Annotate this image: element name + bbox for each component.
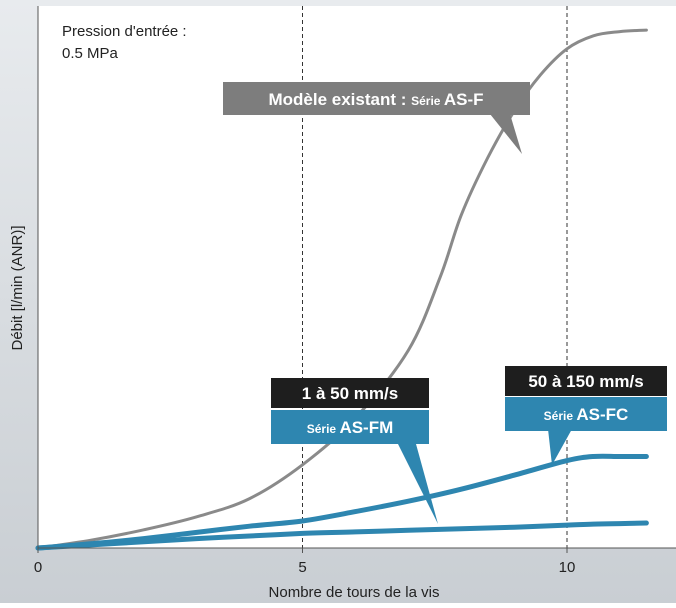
pressure-annotation-line1: Pression d'entrée : bbox=[62, 23, 187, 40]
x-tick-label-10: 10 bbox=[559, 559, 576, 576]
series-as-fm-line bbox=[35, 520, 649, 551]
callout-as-fm-header-text: 1 à 50 mm/s bbox=[302, 384, 398, 403]
callout-as-fc-box bbox=[505, 397, 667, 431]
x-axis-label: Nombre de tours de la vis bbox=[269, 584, 440, 601]
callout-as-fm: 1 à 50 mm/s Série AS-FM bbox=[271, 378, 438, 524]
callout-as-f-small: Série bbox=[411, 94, 444, 108]
callout-as-fc-text: Série AS-FC bbox=[544, 405, 629, 424]
reference-lines bbox=[302, 6, 568, 548]
callout-as-fm-small: Série bbox=[307, 422, 340, 436]
x-tick-label-0: 0 bbox=[34, 559, 42, 576]
callout-as-fm-pointer bbox=[398, 444, 438, 524]
callout-as-fm-box bbox=[271, 410, 429, 444]
callout-as-fc-small: Série bbox=[544, 409, 577, 423]
callout-as-fc-series: AS-FC bbox=[576, 405, 628, 424]
callout-as-fm-header bbox=[271, 378, 429, 408]
callout-as-fc-header bbox=[505, 366, 667, 396]
callout-as-fc-header-text: 50 à 150 mm/s bbox=[528, 372, 643, 391]
callout-as-f-series: AS-F bbox=[444, 90, 484, 109]
callout-as-f-text: Modèle existant : Série AS-F bbox=[268, 90, 483, 109]
series-lines bbox=[35, 28, 649, 551]
series-as-fc-line bbox=[35, 453, 649, 551]
callout-as-fm-series: AS-FM bbox=[339, 418, 393, 437]
callout-as-f-main: Modèle existant : bbox=[268, 90, 411, 109]
y-axis-label: Débit [l/min (ANR)] bbox=[9, 225, 26, 350]
callout-as-fc: 50 à 150 mm/s Série AS-FC bbox=[505, 366, 667, 465]
callout-as-fm-text: Série AS-FM bbox=[307, 418, 394, 437]
callout-as-f: Modèle existant : Série AS-F bbox=[223, 82, 530, 154]
callout-as-f-box bbox=[223, 82, 530, 115]
callout-as-fc-pointer bbox=[548, 429, 572, 465]
pressure-annotation-line2: 0.5 MPa bbox=[62, 45, 119, 62]
series-as-f-line bbox=[36, 28, 648, 550]
x-tick-label-5: 5 bbox=[298, 559, 306, 576]
x-ticks: 0 5 10 bbox=[34, 548, 576, 576]
callout-as-f-pointer bbox=[490, 114, 522, 154]
